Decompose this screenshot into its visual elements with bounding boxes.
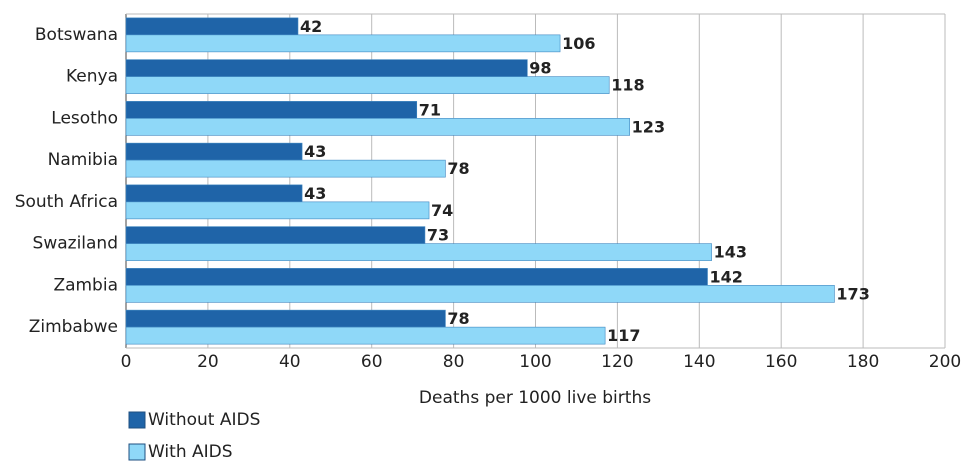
bar [125,59,528,77]
x-tick-label: 120 [601,352,633,372]
value-label: 117 [607,326,640,345]
bar [125,17,299,36]
value-label: 123 [632,117,665,136]
bar [125,118,630,136]
bar [125,142,303,161]
bar [125,184,303,203]
bar [125,309,446,328]
x-tick-label: 80 [443,352,465,372]
legend-swatch [128,411,146,429]
value-label: 43 [304,184,326,203]
x-axis-label: Deaths per 1000 live births [419,388,651,408]
legend-swatch [128,443,146,461]
y-tick-label: Swaziland [33,234,118,254]
y-tick-label: Zimbabwe [29,317,118,337]
bar [125,226,426,244]
bar [125,159,446,178]
value-label: 73 [427,226,449,245]
bar [125,76,610,94]
x-tick-label: 180 [847,352,879,372]
bar [125,285,835,303]
y-tick-label: Zambia [53,275,118,295]
bar [125,34,561,53]
legend-label: With AIDS [148,442,233,461]
value-label: 71 [419,100,441,119]
value-label: 42 [300,17,322,36]
x-tick-label: 40 [279,352,301,372]
value-label: 43 [304,142,326,161]
bar [125,243,712,261]
x-tick-label: 20 [197,352,219,372]
value-label: 98 [529,59,551,78]
bar [125,326,606,345]
bar [125,268,708,286]
legend-label: Without AIDS [148,410,260,430]
bar [125,201,430,220]
value-label: 142 [709,267,742,286]
x-tick-label: 140 [683,352,715,372]
x-tick-label: 160 [765,352,797,372]
value-label: 78 [447,159,469,178]
x-tick-label: 200 [929,352,961,372]
y-tick-label: Lesotho [51,108,118,128]
x-tick-label: 0 [121,352,132,372]
x-tick-label: 60 [361,352,383,372]
y-tick-label: Namibia [48,150,118,170]
value-label: 118 [611,76,644,95]
value-label: 173 [836,284,869,303]
value-label: 78 [447,309,469,328]
y-tick-label: Botswana [35,25,118,45]
x-tick-label: 100 [519,352,551,372]
bar [125,101,418,119]
value-label: 74 [431,201,453,220]
value-label: 143 [714,243,747,262]
y-tick-label: South Africa [15,192,118,212]
y-tick-label: Kenya [66,67,118,87]
value-label: 106 [562,34,595,53]
